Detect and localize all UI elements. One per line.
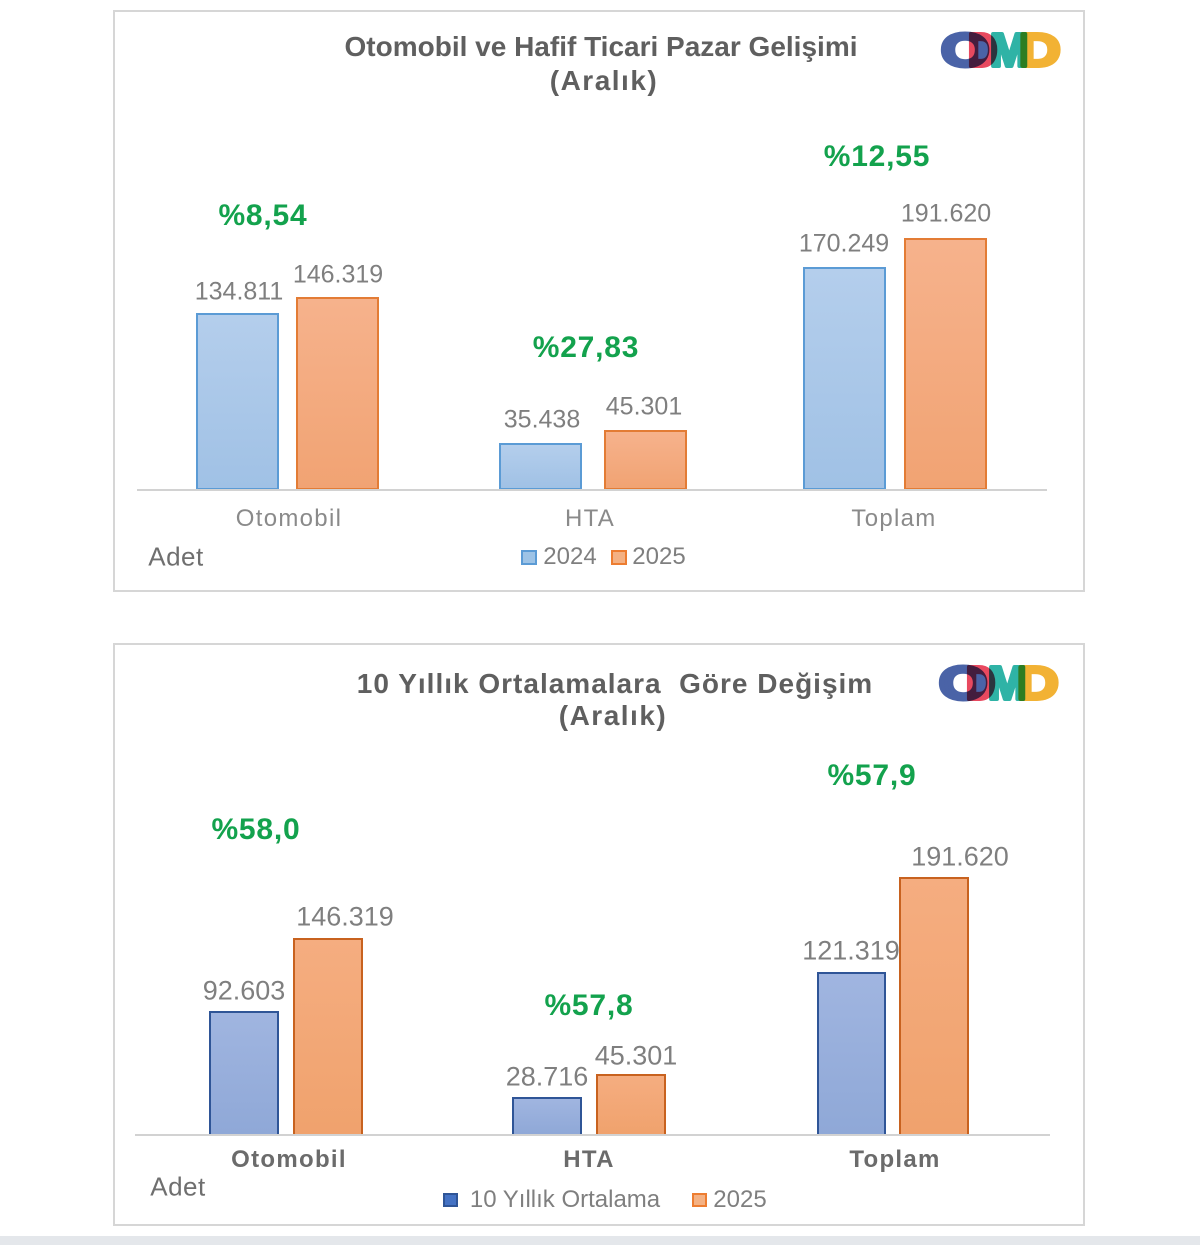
svg-text:D: D xyxy=(966,659,995,703)
svg-text:O: O xyxy=(939,658,987,703)
svg-text:M: M xyxy=(988,657,1026,703)
svg-text:D: D xyxy=(968,26,997,70)
svg-text:O: O xyxy=(941,25,989,70)
svg-text:M: M xyxy=(990,24,1028,70)
svg-text:D: D xyxy=(1017,658,1059,703)
svg-text:D: D xyxy=(1019,25,1061,70)
